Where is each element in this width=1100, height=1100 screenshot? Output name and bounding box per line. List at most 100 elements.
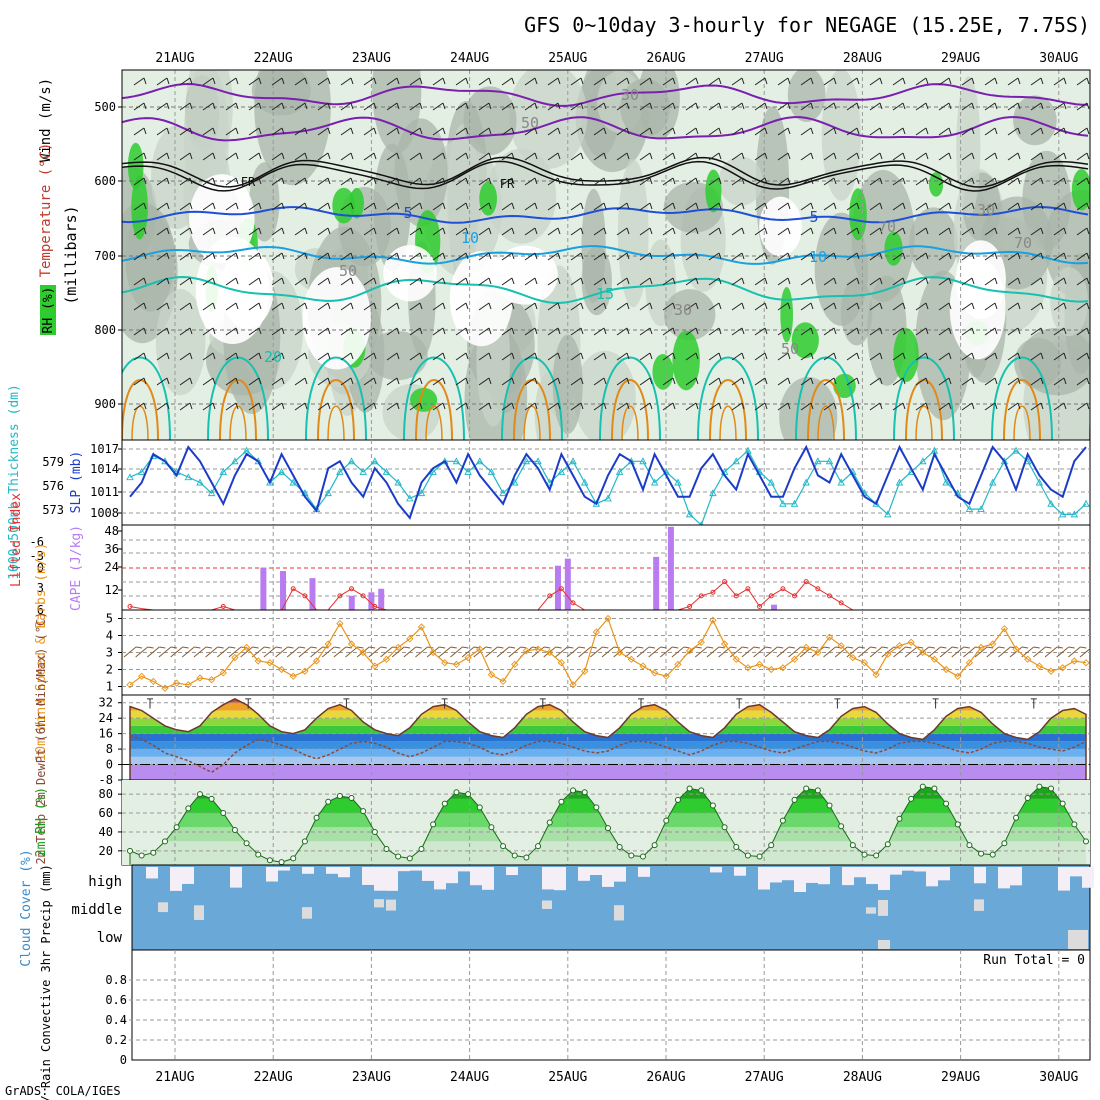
rh-point xyxy=(1059,800,1066,807)
wind-barb xyxy=(386,202,398,211)
wind-barb xyxy=(271,102,283,111)
wind-barb xyxy=(938,177,950,186)
wind-barb-flag xyxy=(373,327,377,335)
wind-speed-point xyxy=(674,660,682,669)
wind-barb-flag xyxy=(419,277,423,285)
wind-barb xyxy=(777,227,789,236)
wind-barb-flag xyxy=(925,302,929,310)
wind-barb xyxy=(1076,402,1088,411)
wind-barb-flag xyxy=(1086,127,1090,135)
wind-barb-flag xyxy=(465,202,469,210)
thickness-point xyxy=(475,457,484,465)
wind-barb xyxy=(1030,252,1042,261)
wind-barb xyxy=(547,377,559,386)
surface-barb-flag xyxy=(567,646,574,649)
wind-barb-flag xyxy=(580,202,584,210)
cloud-row-label: middle xyxy=(71,902,122,918)
wind-barb-flag xyxy=(166,227,170,235)
date-label-bottom: 21AUG xyxy=(155,1070,194,1085)
wind-barb-flag xyxy=(902,202,906,210)
wind-barb xyxy=(363,252,375,261)
wind-barb-flag xyxy=(511,127,515,135)
rh-shade-blob xyxy=(573,350,636,440)
wind-barb xyxy=(961,277,973,286)
wind-speed-point xyxy=(289,672,297,680)
wind-barb xyxy=(685,352,697,361)
contour-label: 70 xyxy=(878,218,896,236)
wind-barb xyxy=(248,402,260,411)
wind-barb xyxy=(409,252,421,261)
wind-speed-point xyxy=(382,655,391,663)
wind-barb xyxy=(961,302,973,311)
wind-barb xyxy=(156,77,168,86)
wind-barb-flag xyxy=(1063,152,1067,160)
wind-barb-flag xyxy=(948,102,952,110)
wind-barb-flag xyxy=(327,302,331,310)
rh-shade-blob xyxy=(909,207,958,280)
wind-barb-flag xyxy=(856,152,860,160)
wind-barb xyxy=(846,227,858,236)
contour-30c-arch xyxy=(817,405,835,440)
wind-barb xyxy=(317,127,329,136)
surface-barb xyxy=(170,646,183,658)
wind-barb-flag xyxy=(994,102,998,110)
wind-barb xyxy=(800,252,812,261)
wind-barb xyxy=(846,302,858,311)
wind-barb xyxy=(1030,402,1042,411)
wind-barb xyxy=(248,227,260,236)
wind-barb-flag xyxy=(879,402,883,410)
cloud-row-label: high xyxy=(88,874,122,890)
wind-barb-flag xyxy=(787,177,791,185)
wind-barb-flag xyxy=(810,152,814,160)
wind-barb xyxy=(616,327,628,336)
wind-barb xyxy=(616,302,628,311)
wind-barb xyxy=(708,327,720,336)
wind-speed-point xyxy=(732,655,740,663)
wind-barb-flag xyxy=(534,377,538,385)
wind-barb-flag xyxy=(235,327,239,335)
wind-speed-point xyxy=(849,653,857,662)
thickness-point xyxy=(895,478,904,486)
wind-barb xyxy=(386,227,398,236)
li-tick: 6 xyxy=(37,603,44,617)
wind-barb xyxy=(570,252,582,261)
wind-barb-flag xyxy=(948,202,952,210)
rh-point xyxy=(243,840,250,847)
thickness-point xyxy=(709,489,717,497)
wind-barb-flag xyxy=(810,177,814,185)
wind-speed-point xyxy=(254,657,262,665)
rh-point xyxy=(884,841,891,848)
wind-barb-flag xyxy=(511,152,515,160)
wind-speed-point xyxy=(394,643,402,652)
surface-barb xyxy=(205,646,218,658)
wind-barb xyxy=(432,327,444,336)
dewpoint-line xyxy=(129,734,1087,774)
wind-barb-flag xyxy=(189,352,193,360)
wind-barb-flag xyxy=(925,152,929,160)
axis-tick-label: 800 xyxy=(94,323,116,337)
wind-barb xyxy=(455,177,467,186)
wind-barb xyxy=(846,202,858,211)
wind-barb xyxy=(1007,152,1019,161)
wind-barb-flag xyxy=(1086,377,1090,385)
surface-barb xyxy=(578,646,592,658)
surface-barb xyxy=(496,646,510,658)
wind-barb-flag xyxy=(925,352,929,360)
wind-barb xyxy=(869,402,881,411)
wind-barb-flag xyxy=(350,377,354,385)
wind-barb-flag xyxy=(626,402,630,410)
wind-barb xyxy=(685,227,697,236)
wind-barb-flag xyxy=(810,227,814,235)
wind-barb xyxy=(294,202,306,211)
wind-barb xyxy=(1030,127,1042,136)
wind-barb xyxy=(846,277,858,286)
upper-side-labels: Wind (m/s) Temperature (°C) RH (%) xyxy=(38,78,56,335)
slp-thickness-lines xyxy=(126,444,1090,525)
wind-barb-flag xyxy=(189,77,193,85)
rh-moist-blob xyxy=(1071,168,1090,211)
wind-barb xyxy=(731,252,743,261)
wind-barb-flag xyxy=(810,202,814,210)
wind-barb-flag xyxy=(281,177,285,185)
wind-barb-flag xyxy=(718,202,722,210)
